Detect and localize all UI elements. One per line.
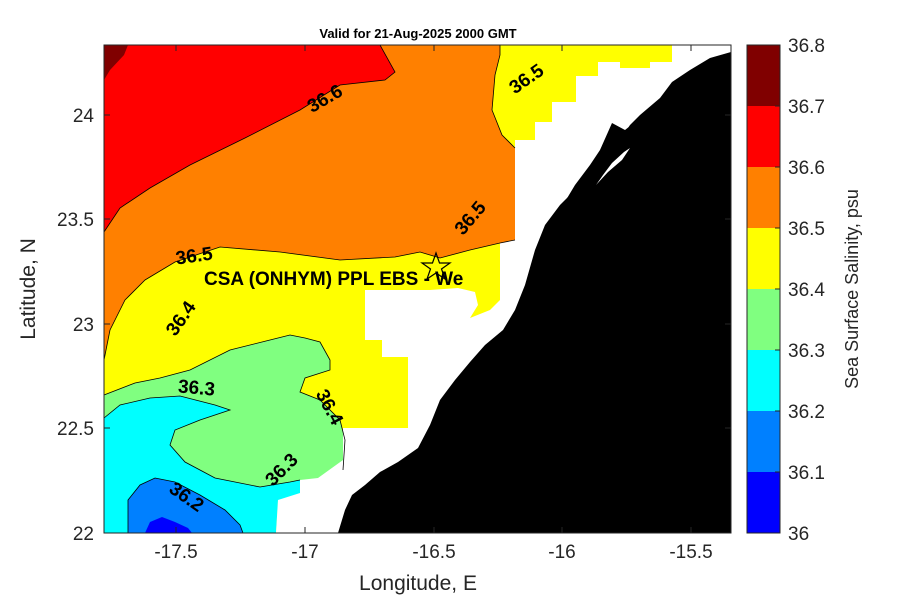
x-axis-label: Longitude, E [359,572,477,595]
bay-water [596,148,630,185]
salinity-region-36-0-36-1 [145,517,192,533]
colorbar-swatch [747,167,780,229]
colorbar-tick-label: 36.4 [788,280,825,301]
map-title: Valid for 21-Aug-2025 2000 GMT [319,26,516,41]
colorbar-tick-label: 36.5 [788,219,825,240]
y-tick-label: 23.5 [57,210,94,231]
y-axis-label: Latitude, N [17,238,40,340]
colorbar-tick-label: 36.6 [788,158,825,179]
colorbar-tick-label: 36.3 [788,341,825,362]
land-mass [338,52,731,533]
contour-36-2 [127,477,244,534]
colorbar-tick-label: 36.7 [788,97,825,118]
x-tick-label: -16.5 [412,542,455,563]
y-tick-label: 24 [73,106,95,127]
colorbar-swatch [747,411,780,473]
contour-36-4 [103,334,346,471]
tick-marks [104,45,731,533]
colorbar-swatch [747,228,780,290]
colorbar-tick-label: 36.2 [788,402,825,423]
y-tick-label: 22 [73,524,94,545]
colorbar-swatch [747,289,780,351]
x-tick-label: -16 [548,542,575,563]
colorbar-tick-label: 36.8 [788,36,825,57]
colorbar-swatch [747,45,780,107]
colorbar-swatch [747,350,780,412]
contour-36-5-north [491,45,516,149]
colorbar-label: Sea Surface Salinity, psu [842,189,862,389]
contour-label: 36.3 [177,376,216,400]
map-panel: 36.6 36.5 36.5 36.5 36.4 36.4 36.3 36.3 … [103,44,732,534]
salinity-region-36-7-36-8 [104,45,128,80]
contour-lines [103,44,516,534]
colorbar-swatch [747,472,780,534]
x-tick-label: -17.5 [154,542,197,563]
contour-36-6 [103,44,396,233]
x-tick-label: -17 [291,542,318,563]
x-tick-label: -15.5 [669,542,712,563]
salinity-region-36-6-36-7 [104,45,395,232]
site-star-icon [420,251,452,281]
coastal-spit [566,122,635,210]
y-tick-label: 22.5 [57,419,94,440]
colorbar-tick-label: 36.1 [788,463,825,484]
contour-36-3 [103,395,301,488]
colorbar-tick-group: 36.8 36.7 36.6 36.5 36.4 36.3 36.2 36.1 36 [775,36,825,545]
contour-36-5-south [103,239,516,361]
y-tick-label: 23 [73,315,94,336]
colorbar-swatch [747,106,780,168]
map-frame [103,44,732,534]
colorbar: 36.8 36.7 36.6 36.5 36.4 36.3 36.2 36.1 36 Sea S… [746,36,862,545]
colorbar-swatches [747,45,780,534]
colorbar-tick-label: 36 [788,524,809,545]
site-label: CSA (ONHYM) PPL EBS - We [204,269,463,290]
contour-label: 36.5 [174,244,214,270]
